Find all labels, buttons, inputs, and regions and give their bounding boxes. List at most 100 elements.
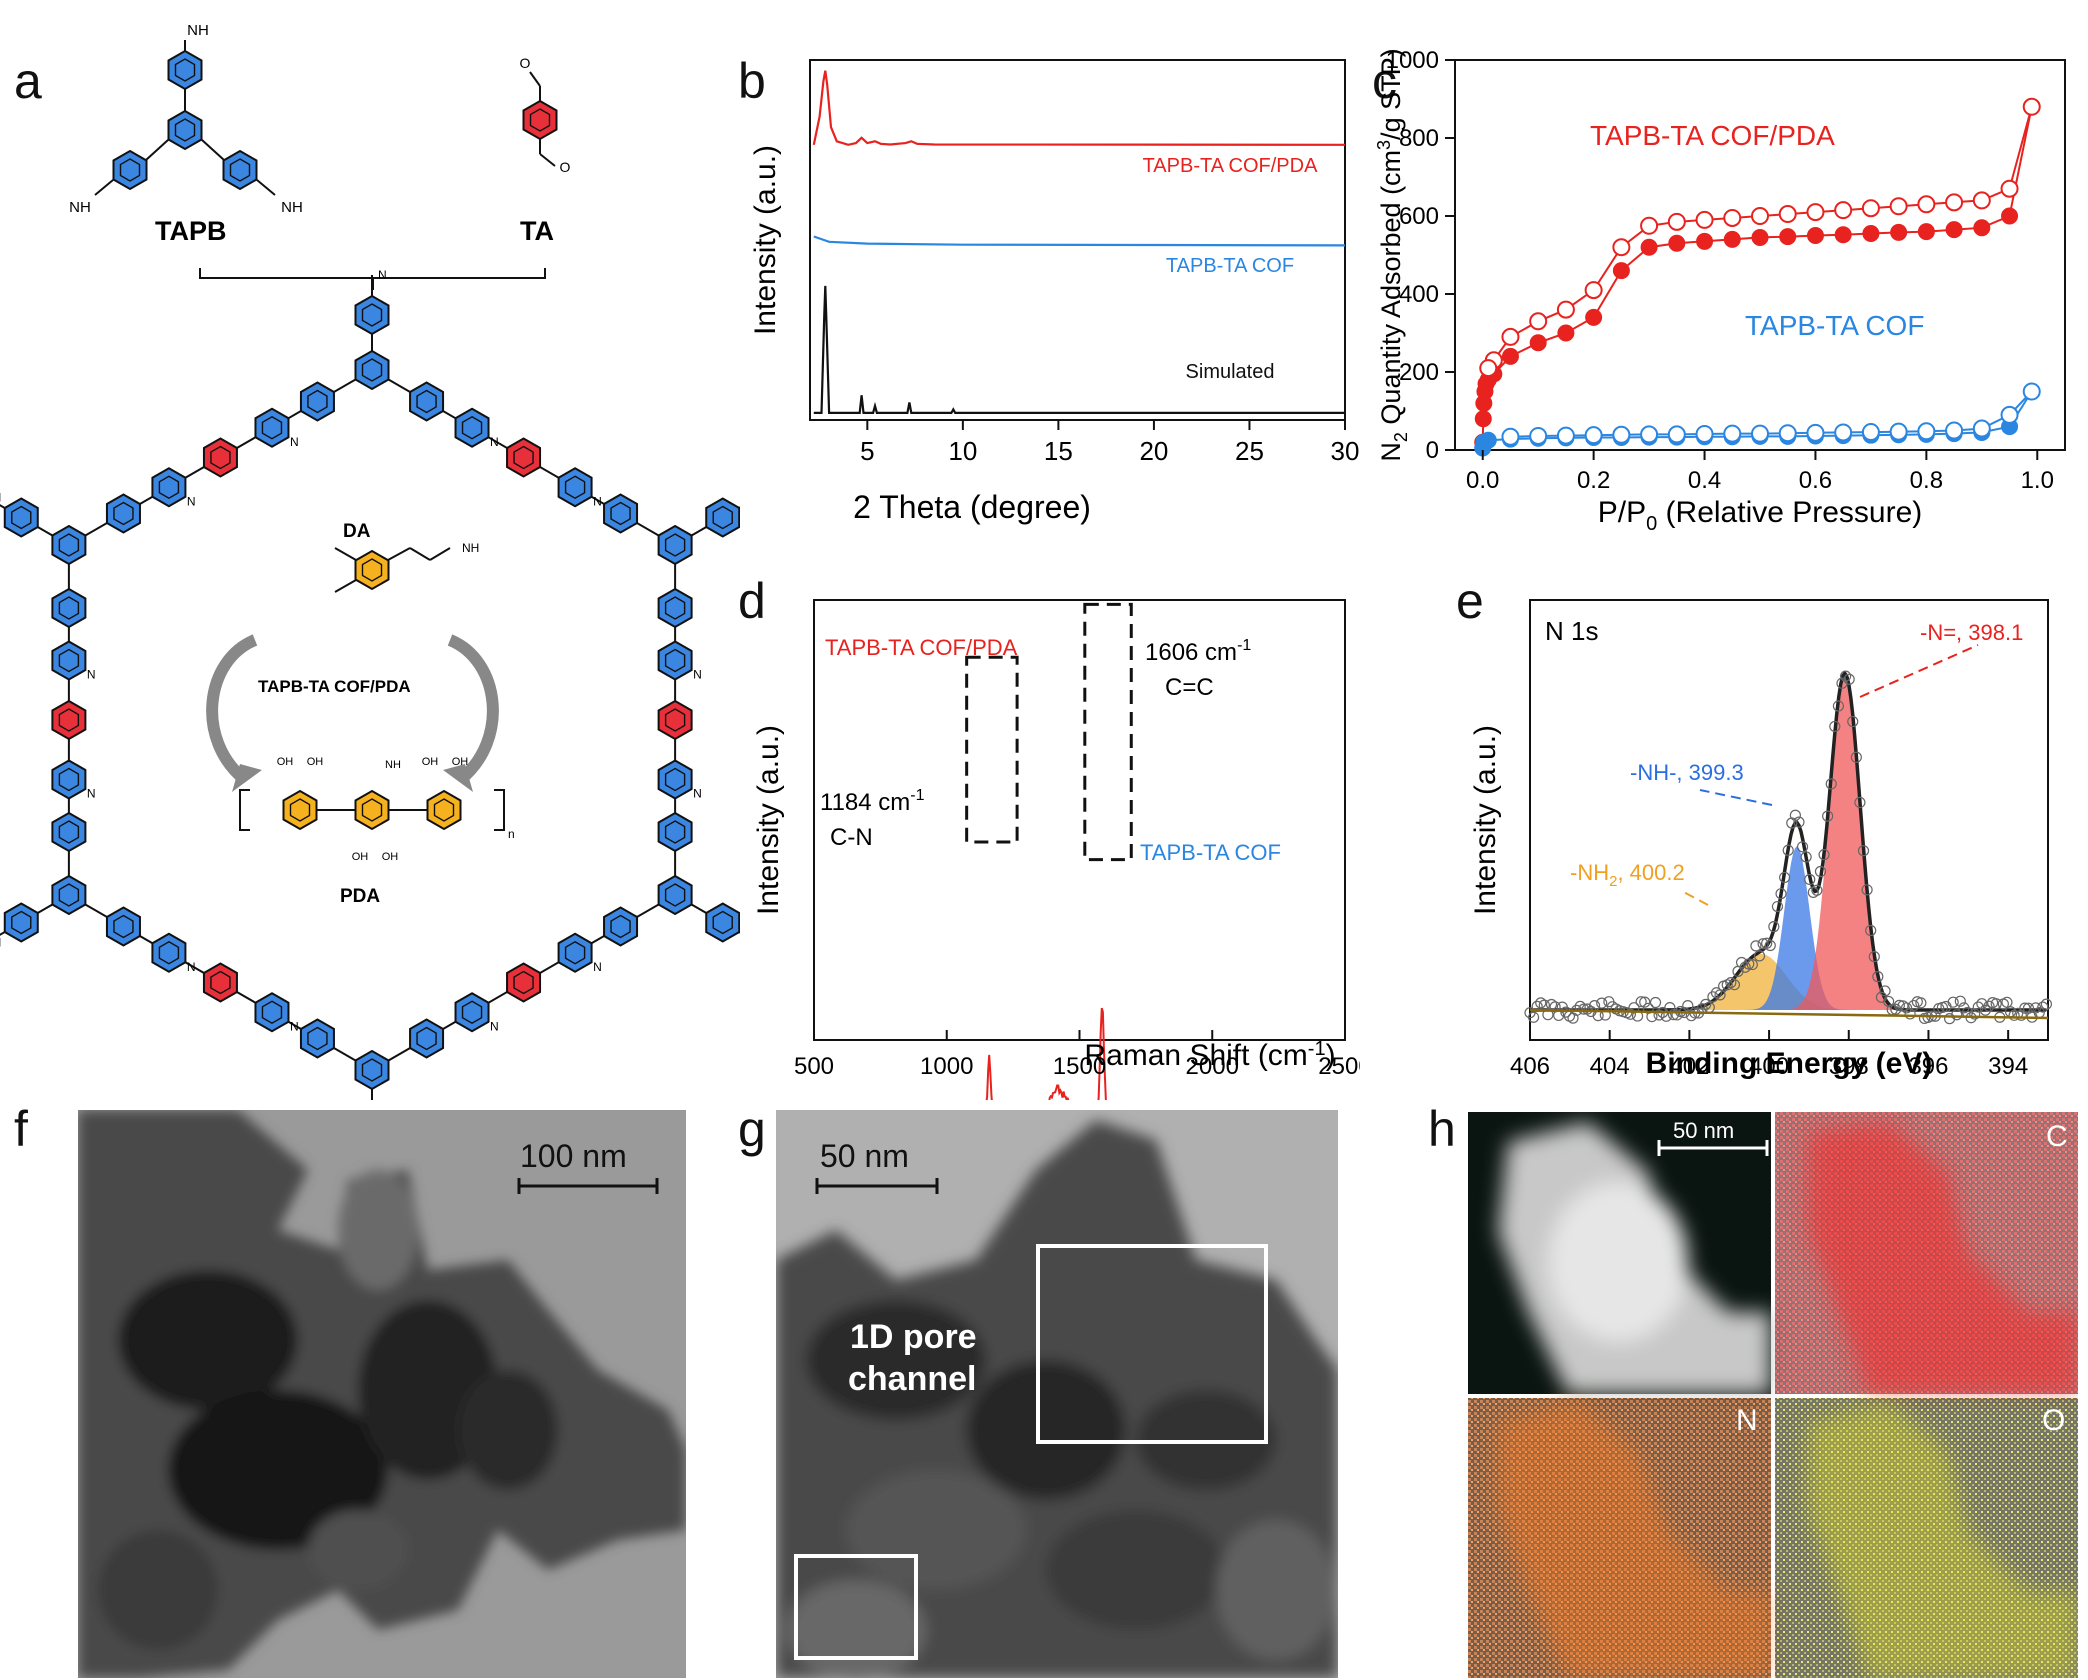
framework-ring xyxy=(51,640,87,681)
chart-c-ads-point xyxy=(1640,238,1658,256)
chart-e-raw-point xyxy=(2015,1009,2027,1021)
chart-e-leader-3 xyxy=(1679,889,1709,906)
tapb-left-ring xyxy=(112,150,148,190)
chart-e-raw-point xyxy=(1685,1010,1697,1022)
imine-n-label: N xyxy=(290,1019,299,1033)
tapb-label: TAPB xyxy=(155,216,227,246)
chart-e-raw-point xyxy=(1868,951,1880,963)
chart-e-raw-point xyxy=(1578,1003,1590,1015)
framework-ring xyxy=(105,493,141,534)
chart-b-xtick-label: 30 xyxy=(1331,436,1360,466)
pda-ring xyxy=(426,790,462,830)
chart-d-xtick-label: 1000 xyxy=(920,1053,973,1080)
pda-nh: NH xyxy=(385,759,401,771)
chart-e-raw-point xyxy=(1829,720,1841,733)
chart-e-raw-point xyxy=(1900,1002,1913,1014)
chart-e-raw-point xyxy=(2001,996,2013,1008)
chart-e-raw-point xyxy=(1581,1003,1593,1015)
chart-e-raw-point xyxy=(1879,985,1891,997)
chart-e-raw-point xyxy=(1990,998,2002,1010)
bond xyxy=(256,179,276,196)
chart-c-des-point xyxy=(2000,405,2019,424)
chart-e-peak1-label: -N=, 398.1 xyxy=(1920,620,2023,645)
chart-c-des-point xyxy=(1751,424,1769,443)
chart-e-raw-point xyxy=(1567,1012,1579,1024)
framework-ring xyxy=(506,962,542,1003)
chart-e-raw-point xyxy=(2019,1002,2031,1014)
chart-e-raw-point xyxy=(1596,997,1608,1009)
ta-label: TA xyxy=(520,216,554,246)
chart-c-ylabel: N2 Quantity Adsorbed (cm3/g STP) xyxy=(1374,48,1411,461)
chart-d-legend-pda: TAPB-TA COF/PDA xyxy=(825,635,1018,660)
pda-oh: OH xyxy=(277,756,294,768)
chart-c-des-point xyxy=(1917,422,1936,441)
panel-letter-g: g xyxy=(738,1101,766,1157)
imine-n-label: N xyxy=(693,787,702,801)
framework-ring xyxy=(51,759,87,800)
chart-c-des-point xyxy=(1806,203,1825,222)
chart-d: 500 1000 1500 2000 2500 Raman Shift (cm-1) I… xyxy=(752,599,1360,1100)
chart-e-raw-point xyxy=(2040,998,2053,1010)
chart-c-des-point xyxy=(1945,421,1964,440)
chart-c-ads-point xyxy=(1723,230,1741,248)
chart-c-ads-point xyxy=(1834,226,1852,244)
framework-node-ring xyxy=(354,350,390,390)
chart-c-des-point xyxy=(1584,281,1603,300)
arm-n-label: N xyxy=(0,491,1,505)
pda-ring xyxy=(354,790,390,830)
chart-b: 5 10 15 20 25 30 2 Theta (degree) Intensity (… xyxy=(749,59,1360,525)
chart-c-ads-point xyxy=(1529,334,1547,352)
tapb-nh2-left: NH xyxy=(69,199,91,216)
chart-c-legend-pda: TAPB-TA COF/PDA xyxy=(1590,120,1835,151)
tapb-nh2-right: NH xyxy=(281,199,303,216)
framework-ring xyxy=(151,932,187,973)
pda-oh: OH xyxy=(307,756,324,768)
chart-e-raw-point xyxy=(1983,1000,1995,1012)
chart-c-des-point xyxy=(1723,208,1742,227)
chart-b-series-2 xyxy=(813,285,1345,414)
framework-node-ring xyxy=(657,525,693,565)
roi-box-small xyxy=(794,1554,918,1660)
center-label: TAPB-TA COF/PDA xyxy=(258,677,411,696)
chart-c-ytick-label: 600 xyxy=(1399,203,1439,230)
chart-b-series-1 xyxy=(813,235,1346,247)
chart-e-raw-point xyxy=(1779,871,1791,884)
chart-e-raw-point xyxy=(1700,998,1712,1010)
imine-n-label: N xyxy=(593,494,602,508)
left-curved-arrow xyxy=(206,634,258,785)
chart-e-raw-point xyxy=(1771,900,1784,913)
pda-bracket-left xyxy=(239,789,250,831)
tem-image-g: 50 nm 1D pore channel xyxy=(776,1110,1338,1678)
chart-e-frame xyxy=(1529,599,2049,1041)
chart-c-ads-point xyxy=(1474,410,1492,428)
scale-label-f: 100 nm xyxy=(520,1138,627,1174)
chart-c-ads-point xyxy=(1501,347,1519,365)
bond xyxy=(145,139,169,161)
chart-c-ytick-label: 800 xyxy=(1399,125,1439,152)
chart-c-ads-point xyxy=(1890,223,1908,241)
chart-d-box-cn xyxy=(965,655,1019,844)
framework-ring xyxy=(254,992,290,1033)
chart-c-ads-point xyxy=(1945,221,1963,239)
tapb-top-ring xyxy=(167,50,203,90)
chart-e-raw-point xyxy=(1782,844,1794,856)
da-nh2: NH xyxy=(462,541,479,555)
chart-c-xtick-label: 0.8 xyxy=(1910,467,1943,494)
chart-c-des-point xyxy=(1529,426,1548,445)
chart-c-des-point xyxy=(1723,424,1742,443)
tapb-core-ring xyxy=(167,110,203,150)
chart-c-ads-point xyxy=(1696,232,1714,250)
framework-ring xyxy=(454,407,490,448)
imine-n-label: N xyxy=(693,668,702,682)
chart-e-xlabel: Binding Energy (eV) xyxy=(1646,1047,1933,1080)
framework-node-ring xyxy=(657,875,693,915)
chart-e-peak-area xyxy=(1530,846,2048,1010)
chart-e-raw-point xyxy=(1728,979,1741,991)
chart-c-des-point xyxy=(1667,212,1686,231)
chart-e-raw-point xyxy=(1739,961,1751,973)
right-arrow-head xyxy=(443,764,473,792)
chart-c-xtick-label: 0.0 xyxy=(1466,467,1499,494)
chart-c-ytick-label: 0 xyxy=(1426,437,1439,464)
chart-e-xtick-label: 400 xyxy=(1749,1053,1789,1080)
pda-oh: OH xyxy=(422,756,439,768)
